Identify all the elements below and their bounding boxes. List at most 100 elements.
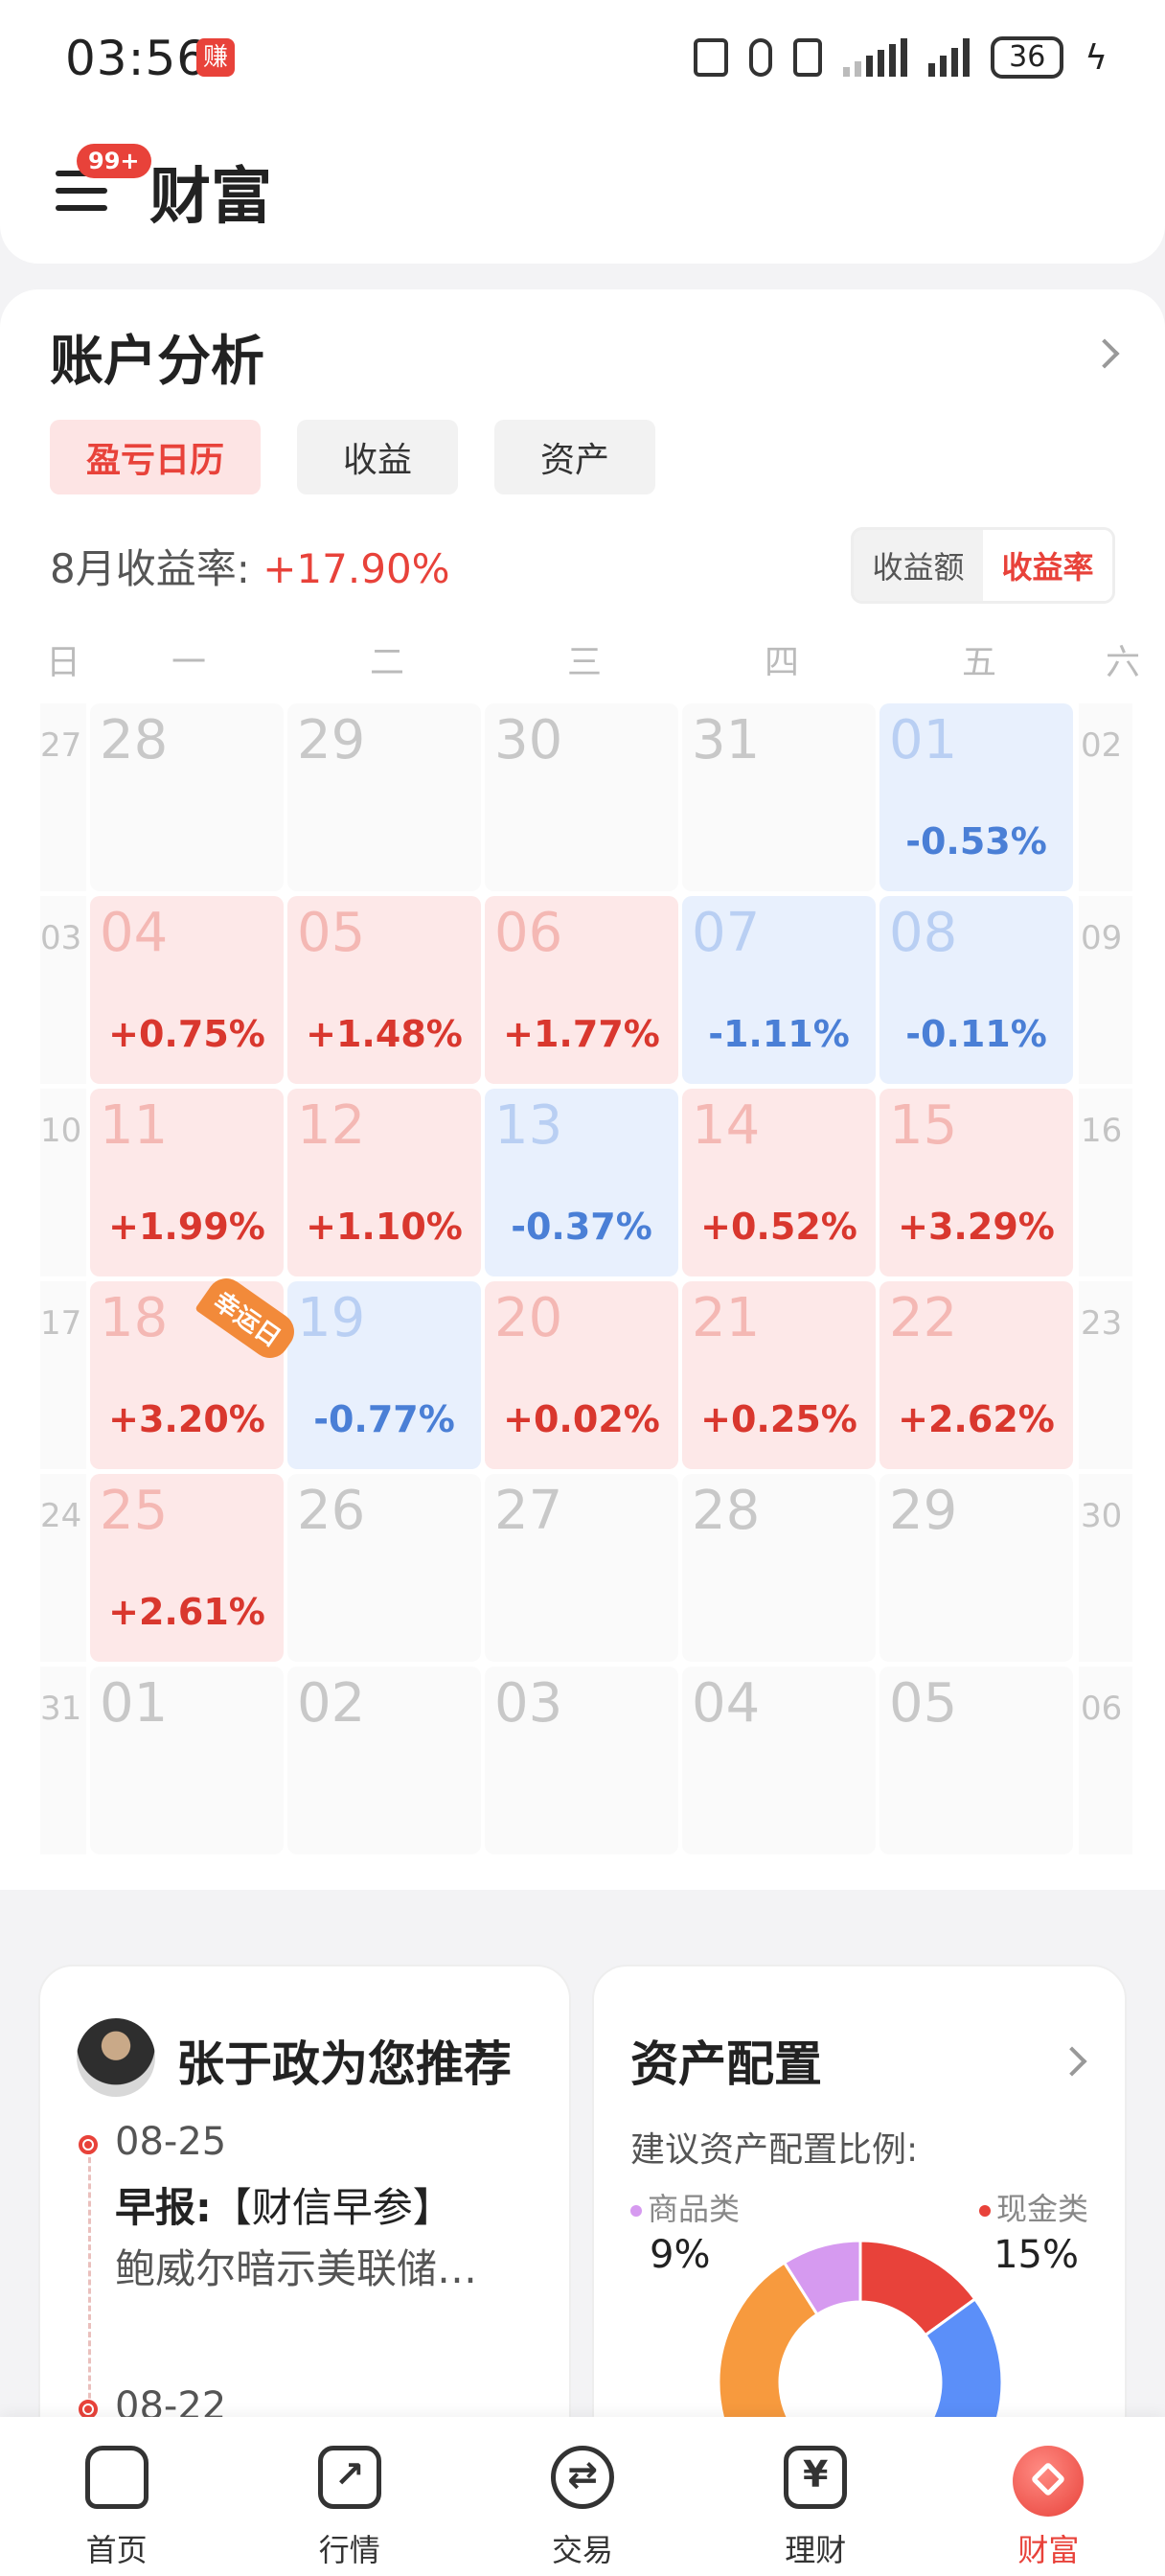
calendar-day-return: +2.62%: [898, 1398, 1055, 1440]
nav-trade-label: 交易: [552, 2532, 614, 2568]
calendar-day-cell[interactable]: 30: [485, 703, 678, 891]
article-kind: 早报:: [115, 2184, 212, 2231]
calendar-day-return: +0.02%: [503, 1398, 660, 1440]
toggle-amount[interactable]: 收益额: [872, 549, 965, 586]
calendar-saturday-date: 02: [1081, 726, 1123, 765]
calendar-day-number: 02: [297, 1672, 366, 1735]
calendar-day-return: +0.52%: [700, 1206, 857, 1248]
calendar-saturday-date: 23: [1081, 1304, 1123, 1343]
allocation-subtitle: 建议资产配置比例:: [630, 2130, 919, 2170]
calendar-day-cell[interactable]: 27: [485, 1474, 678, 1662]
calendar-day-cell[interactable]: 25 +2.61%: [90, 1474, 284, 1662]
calendar-day-cell[interactable]: 29: [287, 703, 481, 891]
chevron-right-icon[interactable]: [1089, 338, 1120, 369]
calendar-day-cell[interactable]: 20 +0.02%: [485, 1281, 678, 1469]
nav-market[interactable]: ↗ 行情: [233, 2417, 466, 2576]
calendar-day-return: +1.48%: [306, 1013, 463, 1055]
nav-home[interactable]: 首页: [0, 2417, 233, 2576]
calendar-day-cell[interactable]: 01 -0.53%: [879, 703, 1073, 891]
calendar-day-cell[interactable]: 21 +0.25%: [682, 1281, 876, 1469]
legend-cash: 现金类: [978, 2185, 1088, 2229]
home-icon: [84, 2446, 148, 2509]
yen-glyph: ¥: [802, 2453, 829, 2496]
nav-finance[interactable]: ¥ 理财: [699, 2417, 932, 2576]
nav-trade[interactable]: ⇄ 交易: [466, 2417, 698, 2576]
calendar-day-number: 11: [100, 1094, 169, 1157]
menu-icon[interactable]: [56, 161, 109, 211]
weekday-1: 一: [171, 643, 207, 682]
calendar-day-cell[interactable]: 15 +3.29%: [879, 1089, 1073, 1276]
calendar-day-cell[interactable]: 03: [485, 1667, 678, 1854]
tab-pnl-calendar[interactable]: 盈亏日历: [50, 420, 261, 494]
article-tag: 【财信早参】: [211, 2184, 453, 2231]
battery-icon: 36: [991, 36, 1064, 79]
calendar-day-cell[interactable]: 05 +1.48%: [287, 896, 481, 1084]
calendar-day-return: +3.29%: [898, 1206, 1055, 1248]
calendar-day-number: 04: [100, 902, 169, 964]
analysis-tabs: 盈亏日历 收益 资产: [50, 420, 655, 494]
chevron-right-icon[interactable]: [1057, 2046, 1087, 2077]
calendar-day-number: 06: [494, 902, 563, 964]
calendar-day-cell[interactable]: 08 -0.11%: [879, 896, 1073, 1084]
article-headline[interactable]: 早报:【财信早参】: [115, 2175, 453, 2234]
calendar-day-number: 18: [100, 1287, 169, 1349]
calendar-day-number: 15: [889, 1094, 958, 1157]
calendar-side-saturday: [1079, 1281, 1132, 1469]
calendar-day-cell[interactable]: 06 +1.77%: [485, 896, 678, 1084]
calendar-day-cell[interactable]: 07 -1.11%: [682, 896, 876, 1084]
calendar-day-number: 07: [692, 902, 761, 964]
calendar-sunday-date: 31: [40, 1690, 82, 1728]
calendar-day-return: +2.61%: [108, 1591, 265, 1633]
yen-icon: [784, 2446, 848, 2509]
calendar-day-cell[interactable]: 04 +0.75%: [90, 896, 284, 1084]
calendar-day-cell[interactable]: 14 +0.52%: [682, 1089, 876, 1276]
charging-icon: ϟ: [1085, 37, 1108, 78]
calendar-day-number: 27: [494, 1480, 563, 1542]
calendar-day-number: 01: [100, 1672, 169, 1735]
amount-rate-toggle: 收益额 收益率: [851, 527, 1115, 604]
calendar-day-cell[interactable]: 13 -0.37%: [485, 1089, 678, 1276]
calendar-day-cell[interactable]: 02: [287, 1667, 481, 1854]
tab-assets[interactable]: 资产: [494, 420, 655, 494]
weekday-5: 五: [962, 643, 997, 682]
calendar-day-cell[interactable]: 28: [682, 1474, 876, 1662]
signal-sim1-icon: [843, 38, 908, 77]
calendar-side-sunday: [40, 1474, 86, 1662]
calendar-day-number: 05: [889, 1672, 958, 1735]
nav-wealth[interactable]: 财富: [932, 2417, 1165, 2576]
calendar-day-cell[interactable]: 22 +2.62%: [879, 1281, 1073, 1469]
calendar-day-cell[interactable]: 26: [287, 1474, 481, 1662]
calendar-day-cell[interactable]: 01: [90, 1667, 284, 1854]
calendar-day-return: +3.20%: [108, 1398, 265, 1440]
calendar-sunday-date: 17: [40, 1304, 82, 1343]
vibrate-icon: [793, 38, 823, 77]
calendar-day-cell[interactable]: 29: [879, 1474, 1073, 1662]
calendar-day-cell[interactable]: 19 -0.77%: [287, 1281, 481, 1469]
nav-market-label: 行情: [318, 2532, 380, 2568]
account-analysis-card: 账户分析 盈亏日历 收益 资产 8月收益率: +17.90% 收益额 收益率 日…: [0, 289, 1165, 1890]
calendar-day-return: +0.75%: [108, 1013, 265, 1055]
calendar-day-cell[interactable]: 31: [682, 703, 876, 891]
toggle-rate[interactable]: 收益率: [983, 530, 1112, 601]
calendar-sunday-date: 10: [40, 1112, 82, 1150]
calendar-day-cell[interactable]: 11 +1.99%: [90, 1089, 284, 1276]
page-title: 财富: [149, 162, 272, 233]
calendar-day-cell[interactable]: 12 +1.10%: [287, 1089, 481, 1276]
recommend-card[interactable]: 张于政为您推荐 08-25 早报:【财信早参】 鲍威尔暗示美联储… 08-22: [38, 1965, 571, 2503]
calendar-side-sunday: [40, 896, 86, 1084]
nav-home-label: 首页: [85, 2532, 148, 2568]
chart-icon: [317, 2446, 381, 2509]
calendar-day-cell[interactable]: 04: [682, 1667, 876, 1854]
calendar-day-cell[interactable]: 05: [879, 1667, 1073, 1854]
calendar-day-return: +0.25%: [700, 1398, 857, 1440]
calendar-day-number: 03: [494, 1672, 563, 1735]
calendar-side-saturday: [1079, 1667, 1132, 1854]
article-summary[interactable]: 鲍威尔暗示美联储…: [115, 2245, 478, 2292]
status-bar: 03:56 赚 36 ϟ: [0, 0, 1165, 115]
calendar-day-number: 12: [297, 1094, 366, 1157]
calendar-day-number: 29: [889, 1480, 958, 1542]
legend-commodity: 商品类: [630, 2185, 740, 2229]
calendar-day-number: 29: [297, 709, 366, 771]
calendar-day-cell[interactable]: 28: [90, 703, 284, 891]
tab-income[interactable]: 收益: [297, 420, 458, 494]
